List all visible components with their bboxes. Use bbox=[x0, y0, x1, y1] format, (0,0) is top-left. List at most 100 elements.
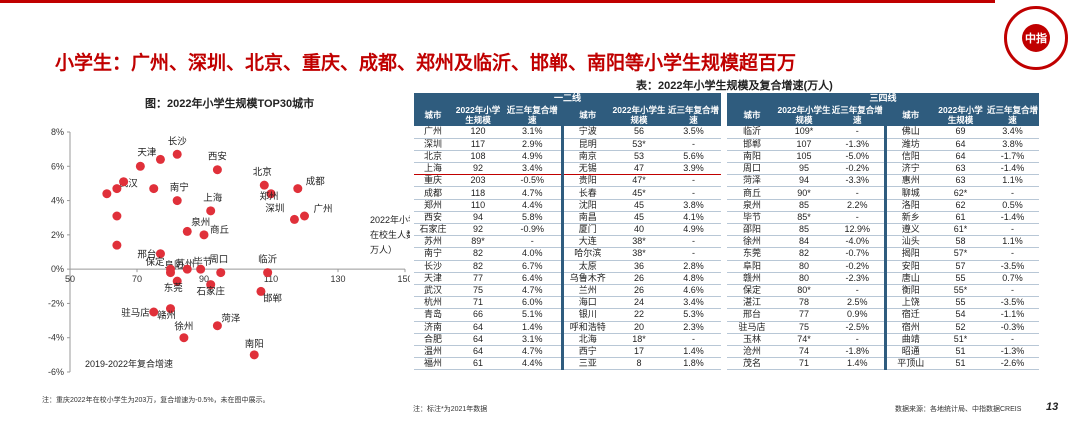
cell-city: 青岛 bbox=[414, 308, 452, 322]
cell-growth: -1.4% bbox=[986, 162, 1039, 176]
table-row: 周口 95 -0.2% 济宁 63 -1.4% bbox=[727, 162, 1039, 176]
point-label: 赣州 bbox=[157, 310, 176, 322]
cell-size: 45 bbox=[612, 199, 666, 212]
cell-growth: 12.9% bbox=[831, 223, 885, 237]
cell-city: 驻马店 bbox=[727, 321, 777, 334]
cell-growth: - bbox=[831, 126, 885, 139]
scatter-point bbox=[172, 196, 182, 206]
point-label: 南阳 bbox=[245, 338, 264, 350]
cell-city: 惠州 bbox=[883, 174, 935, 188]
cell-city: 衡阳 bbox=[883, 284, 935, 298]
col-city: 城市 bbox=[727, 104, 777, 126]
table-row: 青岛 66 5.1% 银川 22 5.3% bbox=[414, 308, 721, 322]
cell-size: 82 bbox=[777, 247, 831, 261]
cell-size: 108 bbox=[452, 150, 504, 164]
cell-growth: 3.4% bbox=[986, 126, 1039, 139]
table-row: 上海 92 3.4% 无锡 47 3.9% bbox=[414, 162, 721, 176]
scatter-point bbox=[155, 154, 165, 164]
table-row: 泉州 85 2.2% 洛阳 62 0.5% bbox=[727, 199, 1039, 212]
cell-size: 66 bbox=[452, 308, 504, 322]
cell-growth: 4.8% bbox=[666, 272, 721, 285]
cell-city: 哈尔滨 bbox=[560, 247, 612, 261]
table-row: 天津 77 6.4% 乌鲁木齐 26 4.8% bbox=[414, 272, 721, 285]
cell-city: 长沙 bbox=[414, 260, 452, 273]
cell-growth: -0.2% bbox=[831, 260, 885, 273]
cell-size: 80 bbox=[777, 260, 831, 273]
cell-growth: -0.9% bbox=[504, 223, 562, 237]
y-tick-label: 4% bbox=[51, 196, 64, 206]
scatter-point bbox=[155, 249, 165, 259]
cell-growth: - bbox=[986, 247, 1039, 261]
cell-city: 长春 bbox=[560, 186, 612, 200]
table-row: 邢台 77 0.9% 宿迁 54 -1.1% bbox=[727, 308, 1039, 322]
cell-growth: 5.6% bbox=[666, 150, 721, 164]
cell-size: 61 bbox=[935, 211, 986, 225]
cell-growth: 2.5% bbox=[831, 296, 885, 310]
cell-growth: 5.1% bbox=[504, 308, 562, 322]
scatter-point bbox=[172, 276, 182, 286]
scatter-point bbox=[149, 184, 159, 194]
scatter-point bbox=[119, 177, 129, 187]
table-row: 温州 64 4.7% 西宁 17 1.4% bbox=[414, 345, 721, 359]
cell-growth: -1.8% bbox=[831, 345, 885, 359]
table-row: 毕节 85* - 新乡 61 -1.4% bbox=[727, 211, 1039, 225]
cell-city: 南阳 bbox=[727, 150, 777, 164]
point-label: 菏泽 bbox=[221, 314, 241, 325]
scatter-point bbox=[300, 211, 309, 221]
top-accent-bar bbox=[0, 0, 1080, 8]
point-label: 毕节 bbox=[193, 256, 212, 268]
cell-size: 20 bbox=[612, 321, 666, 334]
cell-city: 玉林 bbox=[727, 333, 777, 346]
cell-city: 周口 bbox=[727, 162, 777, 176]
table-row: 东莞 82 -0.7% 揭阳 57* - bbox=[727, 247, 1039, 261]
cell-city: 重庆 bbox=[414, 174, 452, 188]
scatter-point bbox=[289, 214, 299, 224]
table-row: 菏泽 94 -3.3% 惠州 63 1.1% bbox=[727, 174, 1039, 188]
cell-city: 南宁 bbox=[414, 247, 452, 261]
company-logo: 中指 bbox=[1004, 6, 1068, 70]
cell-size: 110 bbox=[452, 199, 504, 212]
cell-city: 赣州 bbox=[727, 272, 777, 285]
table-title: 表：2022年小学生规模及复合增速(万人) bbox=[636, 80, 833, 92]
cell-size: 64 bbox=[452, 345, 504, 359]
cell-city: 北京 bbox=[414, 150, 452, 164]
cell-size: 95 bbox=[777, 162, 831, 176]
cell-size: 51* bbox=[935, 333, 986, 346]
cell-size: 109* bbox=[777, 126, 831, 139]
cell-growth: 4.7% bbox=[504, 186, 562, 200]
table-row: 商丘 90* - 聊城 62* - bbox=[727, 186, 1039, 200]
table-row: 武汉 75 4.7% 兰州 26 4.6% bbox=[414, 284, 721, 298]
cell-size: 75 bbox=[452, 284, 504, 298]
cell-size: 53 bbox=[612, 150, 666, 164]
cell-city: 徐州 bbox=[727, 235, 777, 249]
page-number: 13 bbox=[1046, 401, 1059, 413]
cell-city: 郑州 bbox=[414, 199, 452, 212]
point-label: 深圳 bbox=[265, 203, 284, 214]
cell-size: 77 bbox=[452, 272, 504, 285]
cell-growth: 0.5% bbox=[986, 199, 1039, 212]
cell-growth: - bbox=[986, 186, 1039, 200]
table-row: 湛江 78 2.5% 上饶 55 -3.5% bbox=[727, 296, 1039, 310]
y-tick-label: 6% bbox=[51, 161, 64, 171]
cell-growth: 3.8% bbox=[986, 138, 1039, 151]
scatter-point bbox=[266, 189, 276, 199]
cell-size: 51 bbox=[935, 357, 986, 371]
point-label: 徐州 bbox=[174, 321, 193, 333]
scatter-point bbox=[196, 264, 206, 274]
cell-city: 阜阳 bbox=[727, 260, 777, 273]
cell-growth: 6.0% bbox=[504, 296, 562, 310]
cell-city: 北海 bbox=[560, 333, 612, 346]
col-city: 城市 bbox=[883, 104, 935, 126]
cell-size: 85 bbox=[777, 199, 831, 212]
scatter-point bbox=[249, 350, 259, 360]
cell-city: 保定 bbox=[727, 284, 777, 298]
scatter-point bbox=[182, 264, 192, 274]
table-row: 南宁 82 4.0% 哈尔滨 38* - bbox=[414, 247, 721, 261]
cell-size: 64 bbox=[452, 333, 504, 346]
cell-size: 62* bbox=[935, 186, 986, 200]
cell-size: 57* bbox=[935, 247, 986, 261]
chart-title: 图：2022年小学生规模TOP30城市 bbox=[145, 98, 315, 110]
table-row: 茂名 71 1.4% 平顶山 51 -2.6% bbox=[727, 357, 1039, 371]
cell-growth: -4.0% bbox=[831, 235, 885, 249]
table-row: 西安 94 5.8% 南昌 45 4.1% bbox=[414, 211, 721, 225]
